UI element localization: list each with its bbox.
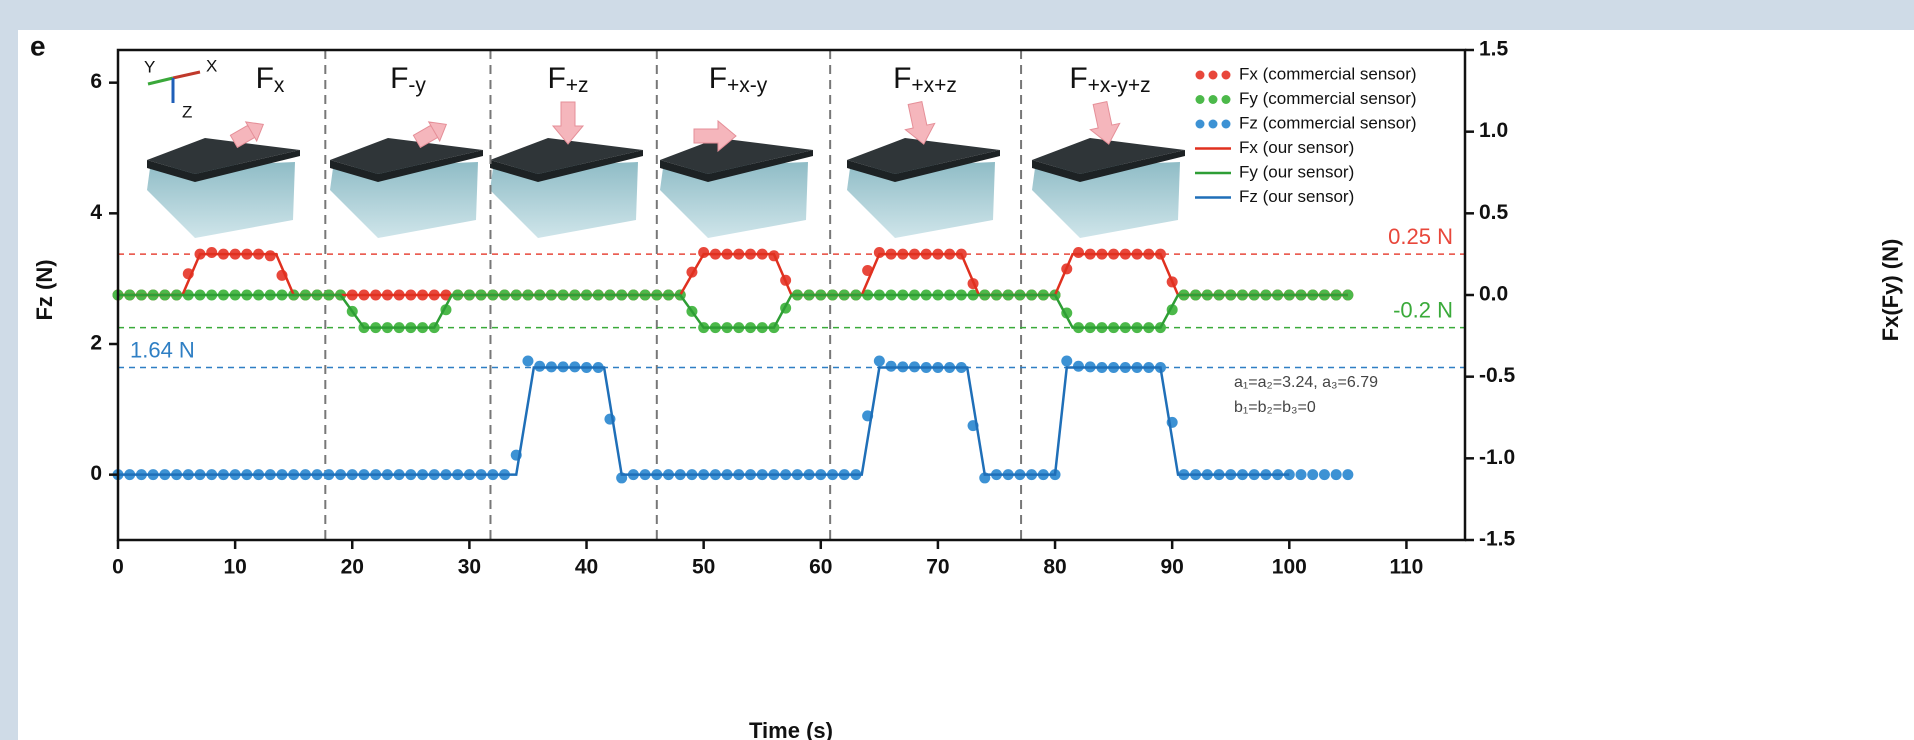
page: e Time (s) Fz (N) Fx(Fy) (N) a₁=a₂=3.24,… <box>0 0 1914 740</box>
x-tick-label: 40 <box>575 556 598 579</box>
legend-marker <box>1196 95 1205 104</box>
legend-marker <box>1222 120 1231 129</box>
data-point <box>874 355 885 366</box>
x-tick-label: 20 <box>341 556 364 579</box>
region-label-sub: -y <box>408 74 426 97</box>
x-tick-label: 0 <box>112 556 124 579</box>
y2-tick-label: 0.0 <box>1479 283 1508 306</box>
reference-label: 0.25 N <box>1388 224 1453 249</box>
legend-label: Fx (commercial sensor) <box>1239 64 1417 83</box>
x-tick-label: 60 <box>809 556 832 579</box>
x-tick-label: 30 <box>458 556 481 579</box>
data-point <box>534 361 545 372</box>
icon-label: X <box>206 56 217 75</box>
data-point <box>1342 469 1353 480</box>
y2-tick-label: -1.0 <box>1479 446 1515 469</box>
region-label-sub: +x+z <box>911 74 957 97</box>
x-tick-label: 70 <box>926 556 949 579</box>
data-point <box>265 250 276 261</box>
y2-tick-label: 0.5 <box>1479 201 1509 224</box>
region-label-sub: x <box>274 74 285 97</box>
legend-marker <box>1196 71 1205 80</box>
y-tick-label: 2 <box>90 332 102 355</box>
region-label-main: F <box>893 62 911 95</box>
x-tick-label: 90 <box>1160 556 1183 579</box>
data-point <box>206 247 217 258</box>
legend-marker <box>1222 95 1231 104</box>
icon-label: Z <box>182 102 192 121</box>
x-tick-label: 50 <box>692 556 715 579</box>
legend-label: Fz (commercial sensor) <box>1239 113 1417 132</box>
data-point <box>1073 361 1084 372</box>
legend-marker <box>1209 95 1218 104</box>
chart: e Time (s) Fz (N) Fx(Fy) (N) a₁=a₂=3.24,… <box>0 0 1914 740</box>
legend-marker <box>1209 120 1218 129</box>
x-tick-label: 100 <box>1272 556 1307 579</box>
data-point <box>1061 355 1072 366</box>
legend-label: Fx (our sensor) <box>1239 138 1354 157</box>
y-tick-label: 0 <box>90 462 102 485</box>
legend-label: Fy (commercial sensor) <box>1239 89 1417 108</box>
reference-label: -0.2 N <box>1393 297 1453 322</box>
data-point <box>1319 469 1330 480</box>
legend-label: Fy (our sensor) <box>1239 162 1354 181</box>
region-label-main: F <box>390 62 408 95</box>
data-point <box>522 355 533 366</box>
legend-marker <box>1222 71 1231 80</box>
region-label-sub: +z <box>566 74 589 97</box>
region-label-sub: +x-y+z <box>1088 74 1151 97</box>
y-tick-label: 6 <box>90 70 102 93</box>
y2-axis-label: Fx(Fy) (N) <box>1878 239 1903 342</box>
region-label-main: F <box>1069 62 1087 95</box>
panel <box>18 30 1914 740</box>
annotation: a₁=a₂=3.24, a₃=6.79 <box>1234 374 1378 391</box>
panel-label: e <box>30 30 46 61</box>
legend-marker <box>1196 120 1205 129</box>
region-label-main: F <box>709 62 727 95</box>
legend-marker <box>1209 71 1218 80</box>
x-tick-label: 110 <box>1389 556 1423 579</box>
x-axis-label: Time (s) <box>749 718 833 740</box>
y-axis-label: Fz (N) <box>32 259 57 320</box>
region-label-main: F <box>256 62 274 95</box>
y2-tick-label: 1.0 <box>1479 119 1508 142</box>
data-point <box>886 361 897 372</box>
annotation: b₁=b₂=b₃=0 <box>1234 399 1316 416</box>
y2-tick-label: -0.5 <box>1479 364 1516 387</box>
region-label-sub: +x-y <box>727 74 768 97</box>
data-point <box>1331 469 1342 480</box>
x-tick-label: 10 <box>223 556 246 579</box>
x-tick-label: 80 <box>1043 556 1066 579</box>
data-point <box>1307 469 1318 480</box>
data-point <box>1296 469 1307 480</box>
icon-label: Y <box>144 57 155 76</box>
y2-tick-label: 1.5 <box>1479 38 1509 61</box>
data-point <box>1073 247 1084 258</box>
legend-label: Fz (our sensor) <box>1239 187 1354 206</box>
y-tick-label: 4 <box>90 201 102 224</box>
reference-label: 1.64 N <box>130 337 195 362</box>
y2-tick-label: -1.5 <box>1479 528 1516 551</box>
region-label-main: F <box>547 62 565 95</box>
